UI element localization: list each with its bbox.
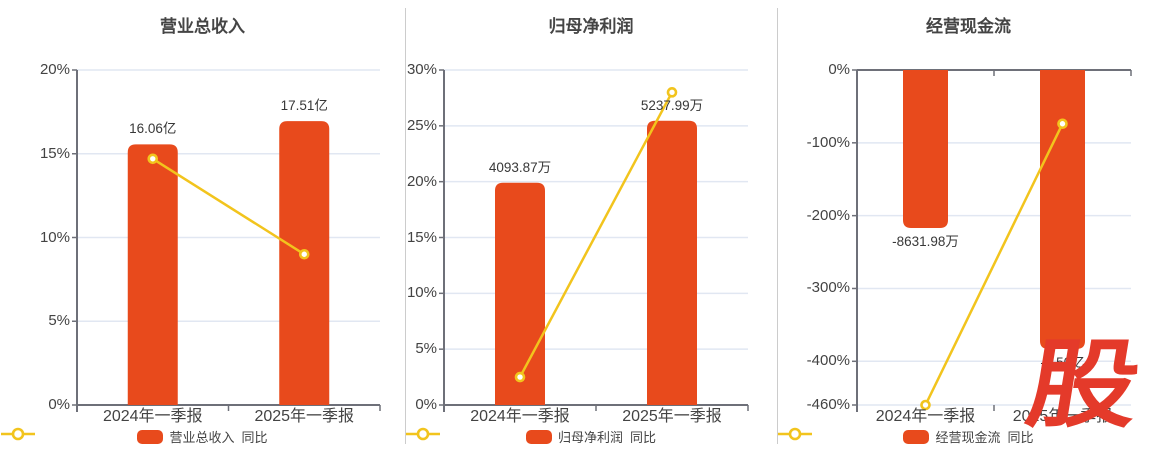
legend-item-yoy-line[interactable]: 同比 (778, 427, 1034, 446)
y-axis-tick-label: 30% (406, 61, 437, 78)
legend: 营业总收入 同比 (0, 427, 405, 446)
legend-item-yoy-line[interactable]: 同比 (1, 427, 268, 446)
bar-value-label: -8631.98万 (892, 234, 959, 250)
x-axis-category-label: 2024年一季报 (102, 408, 203, 425)
legend-item-bar-series[interactable]: 营业总收入 (137, 427, 235, 446)
y-axis-tick-label: 5% (415, 340, 437, 358)
legend-yoy-label: 同比 (1007, 430, 1034, 445)
x-axis-category-label: 2025年一季报 (622, 408, 722, 425)
chart-title: 经营现金流 (926, 17, 1011, 36)
yoy-line (152, 157, 305, 256)
y-axis-tick-label: -460% (806, 396, 850, 413)
y-axis-tick-label: 20% (39, 61, 70, 78)
legend-yoy-label: 同比 (630, 430, 657, 445)
bar-value-label: 4093.87万 (488, 159, 552, 175)
y-axis-tick-label: 10% (406, 284, 437, 302)
legend-bar-series-label: 归母净利润 (557, 430, 623, 445)
x-axis-category-label: 2024年一季报 (875, 408, 976, 425)
yoy-marker[interactable] (920, 399, 931, 411)
yoy-line (518, 91, 674, 378)
y-axis-tick-label: -400% (806, 352, 850, 370)
legend-bar-series-label: 经营现金流 (935, 430, 1001, 445)
chart-canvas (72, 69, 381, 412)
y-axis-tick-label: 15% (406, 228, 437, 246)
line-series-icon (406, 427, 440, 441)
y-axis-tick-label: 5% (48, 312, 70, 330)
bar-2025年一季报[interactable] (279, 121, 330, 406)
x-axis-category-label: 2025年一季报 (254, 408, 355, 425)
bar-2025年一季报[interactable] (647, 120, 697, 405)
y-axis-tick-label: 0% (48, 396, 70, 413)
y-axis-tick-label: 25% (406, 116, 437, 134)
legend-item-yoy-line[interactable]: 同比 (406, 427, 657, 446)
legend: 经营现金流 同比 (777, 427, 1160, 446)
chart-title: 归母净利润 (548, 17, 634, 36)
bar-value-label: 5237.99万 (640, 97, 704, 113)
bar-value-label: 17.51亿 (280, 98, 328, 114)
chart-panel-revenue: 营业总收入 20% 15% 10% 5% 0% 2024年一季报 2025年一季报 16.06亿… (0, 0, 405, 450)
bar-series-swatch (903, 429, 930, 444)
y-axis-tick-label: 0% (415, 396, 437, 413)
bar-2025年一季报[interactable] (1040, 70, 1085, 349)
y-axis-tick-label: 0% (828, 61, 850, 78)
y-axis-tick-label: 10% (39, 228, 70, 246)
y-axis-tick-label: -300% (806, 279, 850, 297)
chart-panel-net-profit: 归母净利润 30% 25% 20% 15% 10% 5% 0% 2024年一季报 2025年一季报… (405, 0, 777, 450)
bar-2024年一季报[interactable] (903, 70, 948, 229)
watermark-logo: 股 (1019, 332, 1148, 439)
bar-series-swatch (525, 429, 552, 444)
y-axis-tick-label: -200% (806, 206, 850, 224)
bar-2024年一季报[interactable] (127, 144, 178, 405)
panel-divider (405, 8, 406, 444)
yoy-marker[interactable] (298, 248, 310, 260)
x-axis-category-label: 2025年一季报 (1012, 408, 1113, 425)
bar-2024年一季报[interactable] (495, 182, 545, 405)
line-series-icon (778, 427, 812, 441)
bar-value-label: 16.06亿 (129, 121, 177, 137)
y-axis-tick-label: -100% (806, 133, 850, 151)
yoy-marker[interactable] (666, 87, 678, 98)
bar-value-label: -1.50亿 (1040, 354, 1085, 370)
legend-item-bar-series[interactable]: 经营现金流 (903, 427, 1001, 446)
y-axis-tick-label: 20% (406, 172, 437, 190)
chart-canvas (852, 69, 1132, 412)
chart-panel-cash-flow: 经营现金流 0% -100% -200% -300% -400% -460% 2024年一季报… (777, 0, 1160, 450)
chart-canvas (439, 69, 749, 412)
yoy-line (924, 123, 1064, 406)
bar-series-swatch (137, 429, 164, 444)
line-series-icon (1, 427, 35, 441)
legend-bar-series-label: 营业总收入 (169, 430, 235, 445)
yoy-marker[interactable] (147, 153, 159, 165)
legend-item-bar-series[interactable]: 归母净利润 (525, 427, 623, 446)
yoy-marker[interactable] (1057, 118, 1068, 130)
chart-title: 营业总收入 (160, 17, 245, 36)
legend-yoy-label: 同比 (241, 430, 268, 445)
legend: 归母净利润 同比 (405, 427, 777, 446)
x-axis-category-label: 2024年一季报 (470, 408, 570, 425)
yoy-marker[interactable] (514, 371, 526, 383)
panel-divider (777, 8, 778, 444)
y-axis-tick-label: 15% (39, 144, 70, 162)
